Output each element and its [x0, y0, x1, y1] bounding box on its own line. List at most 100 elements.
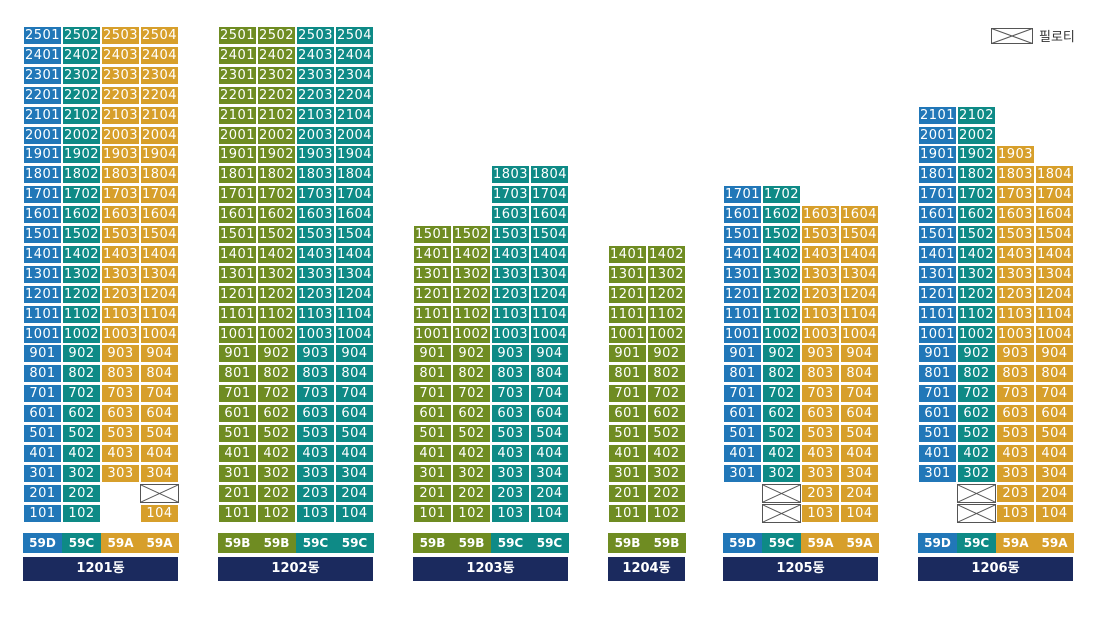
- unit-type-label: 59A: [140, 533, 179, 553]
- unit-cell: 103: [296, 503, 335, 523]
- unit-cell: 703: [996, 384, 1035, 404]
- unit-cell: 102: [62, 503, 101, 523]
- building-name-label: 1202동: [218, 557, 373, 581]
- building-name-label: 1204동: [608, 557, 685, 581]
- unit-cell: 701: [218, 384, 257, 404]
- unit-cell: 904: [1035, 344, 1074, 364]
- unit-cell: 302: [62, 463, 101, 483]
- unit-cell: 1401: [218, 244, 257, 264]
- unit-cell: 1001: [608, 324, 647, 344]
- unit-cell: 603: [491, 404, 530, 424]
- unit-cell: 104: [1035, 503, 1074, 523]
- unit-cell: 1001: [723, 324, 762, 344]
- unit-cell: 1802: [957, 165, 996, 185]
- unit-cell: 102: [452, 503, 491, 523]
- unit-cell: 603: [801, 404, 840, 424]
- unit-cell: 1402: [647, 244, 686, 264]
- unit-cell: 1502: [762, 225, 801, 244]
- unit-cell: 704: [530, 384, 569, 404]
- unit-cell: 602: [257, 404, 296, 424]
- unit-type-label: 59B: [218, 533, 257, 553]
- unit-cell: 1703: [296, 185, 335, 205]
- unit-cell: 904: [840, 344, 879, 364]
- unit-cell: 403: [801, 443, 840, 463]
- unit-type-row: 59B 59B 59C 59C: [218, 533, 374, 553]
- unit-cell: 503: [996, 424, 1035, 443]
- unit-cell: 501: [723, 424, 762, 443]
- unit-cell: 601: [918, 404, 957, 424]
- unit-cell: 801: [723, 364, 762, 384]
- unit-cell: 903: [296, 344, 335, 364]
- unit-cell: 202: [647, 483, 686, 503]
- unit-cell: 1602: [762, 205, 801, 225]
- unit-cell: 1402: [762, 244, 801, 264]
- unit-cell: 101: [23, 503, 62, 523]
- unit-cell: 104: [335, 503, 374, 523]
- unit-cell: 2002: [957, 125, 996, 145]
- unit-cell: 1302: [762, 264, 801, 284]
- unit-cell: 301: [413, 463, 452, 483]
- unit-cell: 1302: [452, 264, 491, 284]
- unit-cell: 302: [647, 463, 686, 483]
- unit-cell: 704: [335, 384, 374, 404]
- unit-cell: 304: [530, 463, 569, 483]
- unit-cell: 301: [608, 463, 647, 483]
- unit-cell: 101: [413, 503, 452, 523]
- unit-cell: 802: [257, 364, 296, 384]
- unit-cell: 1102: [452, 304, 491, 324]
- unit-cell: 803: [996, 364, 1035, 384]
- unit-cell: 502: [62, 424, 101, 443]
- unit-cell: 2301: [23, 65, 62, 85]
- unit-cell: 2503: [101, 26, 140, 45]
- unit-cell: 2203: [296, 85, 335, 105]
- unit-cell: 1902: [257, 145, 296, 165]
- unit-cell: 1702: [62, 185, 101, 205]
- unit-cell: 903: [801, 344, 840, 364]
- unit-cell: 1104: [1035, 304, 1074, 324]
- unit-cell: 502: [257, 424, 296, 443]
- unit-cell: 802: [957, 364, 996, 384]
- unit-cell: 1003: [801, 324, 840, 344]
- unit-cell: 2102: [957, 105, 996, 125]
- unit-cell: 1804: [335, 165, 374, 185]
- unit-cell: 2004: [140, 125, 179, 145]
- unit-cell: 1002: [62, 324, 101, 344]
- piloti-cell: [957, 483, 996, 503]
- unit-cell: 803: [491, 364, 530, 384]
- unit-cell: 704: [1035, 384, 1074, 404]
- unit-cell: 902: [647, 344, 686, 364]
- unit-cell: 1002: [762, 324, 801, 344]
- unit-cell: 2304: [140, 65, 179, 85]
- unit-cell: 1302: [257, 264, 296, 284]
- unit-cell: 1102: [257, 304, 296, 324]
- unit-cell: 1201: [723, 284, 762, 304]
- unit-cell: 1303: [491, 264, 530, 284]
- unit-cell: 504: [530, 424, 569, 443]
- unit-cell: 601: [608, 404, 647, 424]
- unit-cell: 1001: [413, 324, 452, 344]
- unit-cell: 2502: [62, 26, 101, 45]
- unit-cell: 1504: [840, 225, 879, 244]
- unit-cell: 2504: [335, 26, 374, 45]
- unit-cell: 602: [957, 404, 996, 424]
- unit-cell: 402: [257, 443, 296, 463]
- unit-cell: 2102: [62, 105, 101, 125]
- unit-cell: 404: [1035, 443, 1074, 463]
- unit-cell: 501: [413, 424, 452, 443]
- unit-cell: 703: [491, 384, 530, 404]
- unit-cell: 601: [723, 404, 762, 424]
- unit-cell: 1303: [996, 264, 1035, 284]
- unit-cell: 1301: [918, 264, 957, 284]
- unit-cell: 1503: [491, 225, 530, 244]
- unit-cell: 1801: [23, 165, 62, 185]
- unit-cell: 1403: [801, 244, 840, 264]
- piloti-cell: [957, 503, 996, 523]
- unit-cell: 702: [452, 384, 491, 404]
- unit-cell: 1403: [996, 244, 1035, 264]
- unit-cell: 1203: [296, 284, 335, 304]
- unit-cell: 1501: [413, 225, 452, 244]
- unit-cell: 1303: [101, 264, 140, 284]
- unit-cell: 1201: [918, 284, 957, 304]
- unit-cell: 1701: [218, 185, 257, 205]
- unit-cell: 1303: [296, 264, 335, 284]
